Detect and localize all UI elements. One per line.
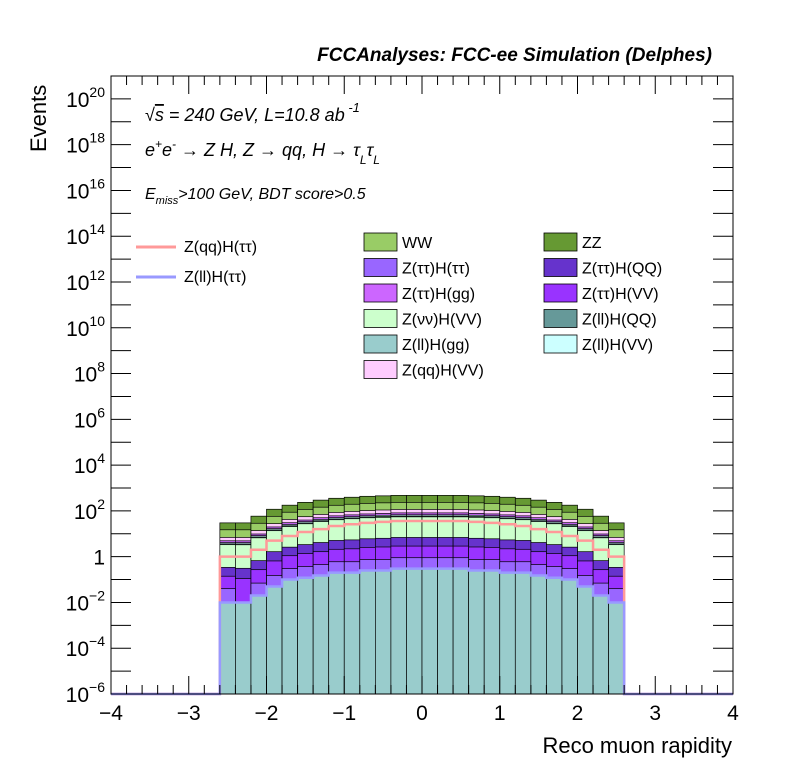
line-z-ll-h-	[111, 567, 733, 696]
y-tick-label: 10−6	[66, 679, 106, 707]
stack-bar	[297, 577, 314, 695]
stack-bar	[546, 577, 563, 695]
y-tick-label: 1018	[66, 130, 105, 158]
x-tick-label: 0	[416, 702, 428, 725]
x-tick-label: −1	[332, 702, 356, 725]
x-tick-label: 4	[727, 702, 739, 725]
annotation-line-2: e+e- → Z H, Z → qq, H → τLτL	[145, 137, 380, 167]
x-tick-label: −3	[177, 702, 201, 725]
stack-bar	[266, 586, 283, 695]
legend-label: Z(ll)H(QQ)	[582, 312, 657, 329]
legend-swatch	[363, 334, 398, 354]
stack-bar	[219, 602, 236, 695]
y-tick-label: 1	[93, 547, 105, 570]
stack-bar	[359, 570, 376, 695]
stack-bar	[390, 568, 407, 695]
stack-bar	[468, 570, 485, 695]
stack-bar	[608, 602, 625, 695]
legend-label: Z(ττ)H(ττ)	[402, 261, 470, 278]
legend-swatch	[363, 283, 398, 303]
stack-bar	[592, 595, 609, 695]
y-tick-label: 1016	[66, 175, 105, 203]
x-tick-label: 3	[649, 702, 661, 725]
legend-swatch	[543, 258, 578, 277]
stack-bars	[219, 495, 625, 695]
x-axis-label: Reco muon rapidity	[542, 733, 732, 758]
y-tick-label: 102	[74, 496, 105, 524]
line-series	[111, 519, 733, 696]
legend-label: Z(ll)H(ττ)	[184, 269, 246, 286]
stack-bar	[530, 575, 547, 695]
x-tick-label: −4	[99, 702, 123, 725]
stack-bar	[577, 586, 594, 695]
stack-bar	[514, 572, 532, 695]
legend-label: WW	[402, 235, 433, 252]
legend-label: Z(νν)H(VV)	[402, 312, 482, 329]
annotation-cuts: Emiss>100 GeV, BDT score>0.5	[145, 186, 366, 207]
y-tick-label: 1010	[66, 313, 105, 341]
stack-bar	[483, 570, 501, 695]
stack-bar	[561, 579, 578, 695]
legend-swatch	[543, 232, 578, 252]
y-tick-label: 104	[74, 450, 105, 478]
x-axis: −4 −3 −2 −1 0 1 2 3 4	[99, 76, 739, 725]
y-tick-label: 1020	[66, 84, 105, 112]
legend-swatch	[363, 258, 398, 277]
stack-bar	[375, 570, 392, 695]
y-tick-label: 10−4	[66, 633, 106, 661]
x-tick-label: 2	[572, 702, 584, 725]
legend-label: Z(qq)H(VV)	[402, 363, 484, 380]
line-z-qq-h-	[111, 519, 733, 696]
stack-bar	[499, 572, 516, 695]
y-axis: 10−6 10−4 10−2 1 102 104 106 108 1010 1012 1014 101…	[66, 84, 733, 707]
legend-label: Z(ll)H(VV)	[582, 337, 653, 354]
annotation-line-1: √s = 240 GeV, L=10.8 ab -1	[145, 100, 360, 125]
stack-bar	[437, 568, 454, 695]
stack-bar	[235, 602, 252, 695]
legend-swatch	[363, 360, 398, 379]
legend-label: Z(ττ)H(VV)	[582, 286, 659, 303]
stack-bar	[421, 568, 438, 695]
stack-bar	[250, 595, 267, 695]
stack-bar	[281, 579, 298, 695]
x-tick-label: 1	[494, 702, 506, 725]
annotation-energy-lumi: √s = 240 GeV, L=10.8 ab -1	[145, 100, 360, 125]
legend-swatch	[543, 334, 578, 354]
stack-bar	[312, 575, 330, 695]
y-tick-label: 1014	[66, 221, 105, 249]
legend-label: ZZ	[582, 235, 602, 252]
chart-title: FCCAnalyses: FCC-ee Simulation (Delphes)	[317, 45, 712, 66]
legend-label: Z(ll)H(gg)	[402, 337, 470, 354]
legend-label: Z(ττ)H(gg)	[402, 286, 475, 303]
annotation-line-3: Emiss>100 GeV, BDT score>0.5	[145, 186, 366, 207]
legend-label: Z(qq)H(ττ)	[184, 239, 257, 256]
stack-bar	[452, 568, 470, 695]
legend: Z(qq)H(ττ) Z(ll)H(ττ) WW Z(ττ)H(ττ) Z(ττ)H(g…	[136, 232, 662, 380]
legend-swatch	[543, 309, 578, 328]
y-axis-label: Events	[26, 85, 51, 152]
stack-bar	[328, 572, 345, 695]
legend-label: Z(ττ)H(QQ)	[582, 261, 662, 278]
y-tick-label: 106	[74, 404, 105, 432]
legend-swatch	[363, 232, 398, 252]
x-tick-label: −2	[255, 702, 279, 725]
annotation-process: e+e- → Z H, Z → qq, H → τLτL	[145, 137, 380, 167]
y-tick-label: 108	[74, 359, 105, 387]
legend-swatch	[363, 309, 398, 328]
stack-z-ll-h-gg-	[219, 568, 625, 695]
y-tick-label: 1012	[66, 267, 105, 295]
legend-swatch	[543, 283, 578, 303]
stack-bar	[343, 572, 361, 695]
stack-bar	[406, 568, 423, 695]
y-tick-label: 10−2	[66, 587, 106, 615]
